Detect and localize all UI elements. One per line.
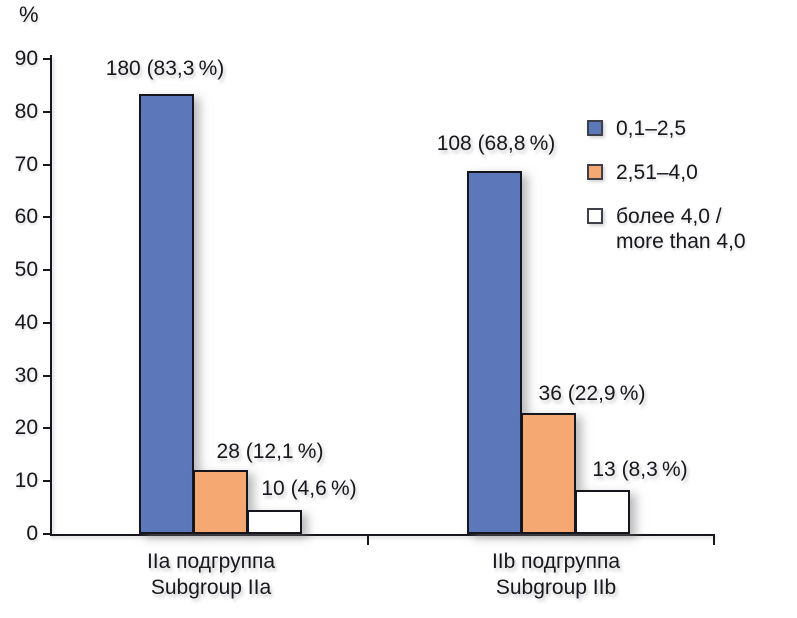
category-label-subgroup-iia: IIa подгруппа Subgroup IIa	[147, 549, 275, 601]
legend-label: более 4,0 / more than 4,0	[616, 205, 746, 253]
legend-item-0-1-2-5: 0,1–2,5	[587, 116, 746, 141]
bar-value-label: 10 (4,6 %)	[261, 477, 357, 500]
y-tick-label: 70	[14, 152, 38, 176]
legend-swatch-blue	[587, 120, 603, 136]
legend-swatch-white	[587, 208, 603, 224]
y-tick-mark	[43, 427, 51, 430]
bar	[575, 490, 630, 534]
x-tick-mark	[713, 534, 715, 545]
y-tick-label: 20	[14, 416, 38, 440]
y-tick-label: 80	[14, 99, 38, 123]
legend-item-2-51-4-0: 2,51–4,0	[587, 160, 746, 185]
category-label-ru: IIa подгруппа	[146, 550, 276, 573]
category-label-en: Subgroup IIb	[495, 576, 617, 599]
bar-value-label: 28 (12,1 %)	[216, 440, 324, 463]
bar-value-label: 13 (8,3 %)	[592, 458, 688, 481]
y-tick-label: 90	[14, 47, 38, 70]
y-axis-unit-label: %	[19, 2, 39, 27]
bar-value-label: 180 (83,3 %)	[105, 57, 225, 80]
legend-swatch-orange	[587, 164, 603, 180]
y-tick-mark	[43, 321, 51, 324]
y-tick-mark	[43, 163, 51, 166]
y-tick-label: 50	[14, 258, 38, 282]
bar	[467, 171, 522, 534]
y-tick-mark	[43, 533, 51, 535]
category-label-subgroup-iib: IIb подгруппа Subgroup IIb	[492, 549, 620, 601]
y-tick-mark	[43, 480, 51, 483]
legend-label: 0,1–2,5	[616, 117, 687, 140]
y-tick-mark	[43, 58, 51, 60]
y-tick-label: 40	[14, 310, 38, 334]
x-axis-line	[50, 534, 715, 536]
bar	[247, 510, 302, 534]
y-axis-line	[50, 55, 52, 536]
category-label-ru: IIb подгруппа	[491, 550, 621, 573]
category-label-en: Subgroup IIa	[150, 576, 272, 599]
bar-value-label: 36 (22,9 %)	[538, 382, 646, 405]
y-tick-label: 30	[14, 363, 38, 387]
bar	[521, 413, 576, 534]
y-tick-label: 0	[26, 522, 38, 545]
y-tick-mark	[43, 110, 51, 113]
bar	[139, 94, 194, 534]
y-tick-mark	[43, 269, 51, 272]
y-tick-mark	[43, 374, 51, 377]
legend-label: 2,51–4,0	[616, 161, 698, 184]
y-tick-mark	[43, 216, 51, 219]
y-tick-label: 10	[14, 469, 38, 493]
bar-value-label: 108 (68,8 %)	[436, 132, 556, 155]
x-tick-mark	[367, 534, 369, 545]
y-tick-label: 60	[14, 205, 38, 229]
bar	[193, 470, 248, 534]
legend-item-more-than-4-0: более 4,0 / more than 4,0	[587, 204, 746, 254]
legend: 0,1–2,5 2,51–4,0 более 4,0 / more than 4…	[587, 116, 746, 273]
